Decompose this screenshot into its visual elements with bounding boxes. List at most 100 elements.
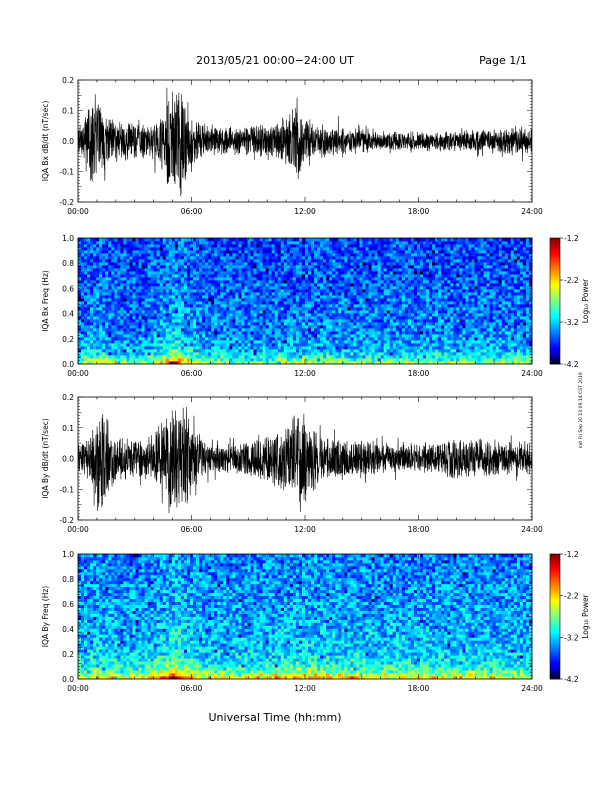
spectrogram-cell [381, 346, 384, 349]
spectrogram-cell [290, 244, 293, 247]
spectrogram-cell [217, 343, 220, 346]
spectrogram-cell [296, 310, 299, 313]
spectrogram-cell [378, 304, 381, 307]
spectrogram-cell [393, 292, 396, 295]
spectrogram-cell [123, 334, 126, 337]
spectrogram-cell [417, 271, 420, 274]
spectrogram-cell [378, 274, 381, 277]
spectrogram-cell [260, 349, 263, 352]
spectrogram-cell [260, 319, 263, 322]
spectrogram-cell [293, 277, 296, 280]
spectrogram-cell [278, 271, 281, 274]
spectrogram-cell [238, 358, 241, 361]
spectrogram-cell [272, 331, 275, 334]
spectrogram-cell [372, 340, 375, 343]
spectrogram-cell [284, 292, 287, 295]
spectrogram-cell [393, 319, 396, 322]
spectrogram-cell [229, 247, 232, 250]
spectrogram-cell [163, 262, 166, 265]
spectrogram-cell [266, 298, 269, 301]
spectrogram-cell [181, 262, 184, 265]
spectrogram-cell [196, 298, 199, 301]
spectrogram-cell [247, 346, 250, 349]
spectrogram-cell [290, 283, 293, 286]
spectrogram-cell [278, 244, 281, 247]
spectrogram-cell [117, 292, 120, 295]
spectrogram-cell [139, 358, 142, 361]
spectrogram-cell [114, 322, 117, 325]
spectrogram-cell [390, 355, 393, 358]
spectrogram-cell [338, 292, 341, 295]
spectrogram-cell [114, 346, 117, 349]
spectrogram-cell [381, 247, 384, 250]
spectrogram-cell [369, 307, 372, 310]
spectrogram-cell [235, 295, 238, 298]
spectrogram-cell [332, 337, 335, 340]
spectrogram-cell [96, 310, 99, 313]
spectrogram-cell [235, 292, 238, 295]
spectrogram-cell [275, 319, 278, 322]
spectrogram-cell [202, 304, 205, 307]
spectrogram-cell [293, 334, 296, 337]
spectrogram-cell [308, 238, 311, 241]
spectrogram-cell [96, 319, 99, 322]
spectrogram-cell [223, 334, 226, 337]
spectrogram-cell [393, 334, 396, 337]
spectrogram-cell [332, 307, 335, 310]
spectrogram-cell [175, 238, 178, 241]
spectrogram-cell [102, 277, 105, 280]
spectrogram-cell [169, 238, 172, 241]
spectrogram-cell [399, 274, 402, 277]
spectrogram-cell [247, 325, 250, 328]
spectrogram-cell [326, 292, 329, 295]
spectrogram-cell [169, 328, 172, 331]
spectrogram-cell [332, 325, 335, 328]
spectrogram-cell [353, 328, 356, 331]
spectrogram-cell [260, 250, 263, 253]
spectrogram-cell [163, 256, 166, 259]
spectrogram-cell [356, 268, 359, 271]
spectrogram-cell [229, 355, 232, 358]
spectrogram-cell [223, 301, 226, 304]
spectrogram-cell [411, 292, 414, 295]
spectrogram-cell [181, 325, 184, 328]
spectrogram-cell [151, 325, 154, 328]
spectrogram-cell [269, 268, 272, 271]
spectrogram-cell [202, 298, 205, 301]
spectrogram-cell [299, 295, 302, 298]
spectrogram-cell [160, 292, 163, 295]
spectrogram-cell [317, 295, 320, 298]
spectrogram-cell [205, 358, 208, 361]
spectrogram-cell [105, 253, 108, 256]
spectrogram-cell [214, 247, 217, 250]
spectrogram-cell [326, 286, 329, 289]
spectrogram-cell [87, 289, 90, 292]
spectrogram-cell [105, 277, 108, 280]
spectrogram-cell [290, 256, 293, 259]
spectrogram-cell [129, 244, 132, 247]
spectrogram-cell [287, 286, 290, 289]
spectrogram-cell [235, 352, 238, 355]
spectrogram-cell [329, 355, 332, 358]
spectrogram-cell [244, 238, 247, 241]
spectrogram-cell [99, 346, 102, 349]
spectrogram-cell [120, 274, 123, 277]
spectrogram-cell [114, 280, 117, 283]
spectrogram-cell [145, 310, 148, 313]
spectrogram-cell [151, 328, 154, 331]
spectrogram-cell [111, 292, 114, 295]
spectrogram-cell [196, 289, 199, 292]
spectrogram-cell [366, 316, 369, 319]
spectrogram-cell [129, 262, 132, 265]
spectrogram-cell [299, 277, 302, 280]
spectrogram-cell [356, 343, 359, 346]
spectrogram-cell [257, 325, 260, 328]
spectrogram-cell [260, 295, 263, 298]
spectrogram-cell [366, 289, 369, 292]
spectrogram-cell [102, 346, 105, 349]
spectrogram-cell [420, 322, 423, 325]
spectrogram-cell [136, 295, 139, 298]
spectrogram-cell [335, 337, 338, 340]
spectrogram-cell [163, 334, 166, 337]
spectrogram-cell [175, 244, 178, 247]
